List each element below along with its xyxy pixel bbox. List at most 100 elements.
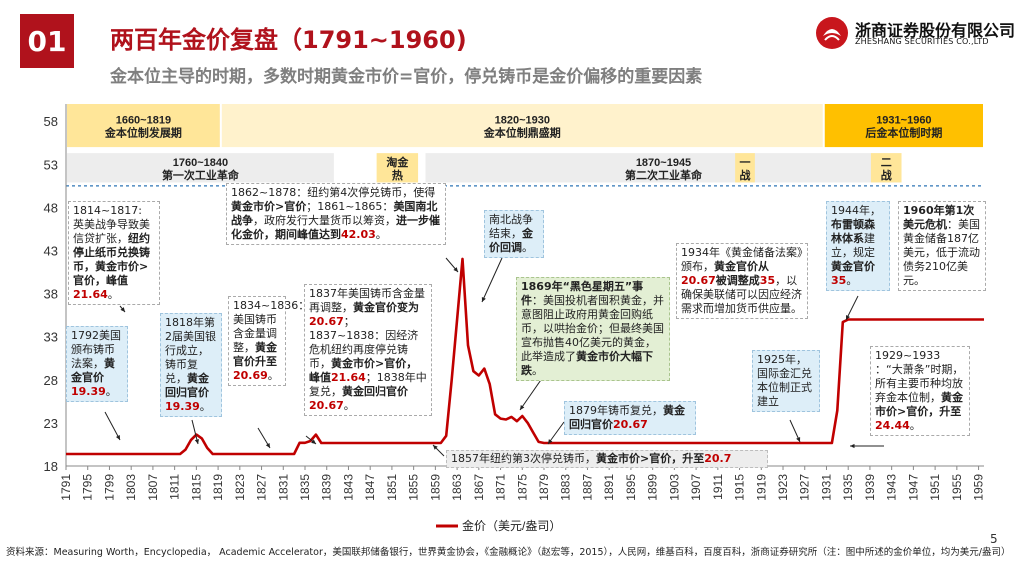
ann-bold: 进一步催化金价，期间峰值达到 [231, 214, 440, 241]
ann-text: 。 [107, 288, 119, 301]
ann-value: 35 [759, 274, 776, 287]
ann-value: 35 [831, 274, 847, 287]
series-line-gold-price [66, 257, 984, 456]
annotation-arrowhead [115, 435, 120, 440]
x-tick-label: 1923 [776, 474, 790, 501]
x-tick-label: 1939 [863, 474, 877, 501]
page-number: 5 [990, 532, 998, 546]
ann-text: ：美国投机者囤积黄金，并意图阻止政府用黄金回购纸币，以哄抬金价；但最终美国宣布抛… [521, 294, 664, 363]
logo-mark-icon [816, 17, 848, 49]
y-tick-label: 48 [44, 200, 58, 215]
ann-bold: 美国南北战争 [231, 200, 438, 227]
x-tick-label: 1911 [711, 474, 725, 500]
ann-text: 1818年第2届美国银行成立，铸币复兑， [165, 316, 216, 385]
section-number-badge: 01 [20, 14, 74, 68]
ann-bold: 黄金市价>官价，升至 [875, 391, 963, 418]
ann-bold: 黄金官价从 [714, 260, 769, 273]
ann-bold: 黄金回归官价 [569, 404, 685, 431]
x-tick-label: 1819 [211, 474, 225, 501]
y-tick-label: 43 [44, 244, 58, 259]
x-tick-label: 1851 [385, 474, 399, 501]
ann-bold: 黄金市价>官价 [231, 200, 307, 213]
annotation-1862: 1862~1878：纽约第4次停兑铸币，使得黄金市价>官价；1861~1865：… [226, 183, 446, 245]
ann-text: ；1838年中复兑， [309, 371, 427, 398]
annotation-arrowhead [311, 439, 316, 444]
annotation-arrowhead [120, 307, 125, 312]
ann-text: 1934年《黄金储备法案》颁布， [681, 246, 803, 273]
ann-text: ；1861~1865： [306, 200, 394, 213]
logo-name-cn: 浙商证券股份有限公司 [855, 21, 1016, 40]
annotation-1837: 1837年美国铸币含金量再调整，黄金官价变为20.67；1837~1838：因经… [304, 284, 432, 416]
ann-text: 建立，规定 [831, 232, 875, 259]
ann-text: 英美战争导致美信贷扩张， [73, 218, 150, 245]
x-tick-label: 1943 [885, 474, 899, 501]
annotation-arrow [481, 257, 503, 303]
era-band [376, 153, 419, 183]
ann-text: 。 [909, 419, 921, 432]
x-tick-label: 1859 [428, 474, 442, 501]
ann-text: 1862~1878：纽约第4次停兑铸币，使得 [231, 186, 436, 199]
ann-text: 1879年铸币复兑， [569, 404, 663, 417]
era-label: 1760~1840 第一次工业革命 [162, 157, 240, 182]
annotation-arrowhead [850, 443, 855, 449]
ann-text: 。 [375, 228, 387, 241]
ann-bold: 黄金市价>官价，峰值 [309, 357, 418, 384]
x-tick-label: 1919 [754, 474, 768, 501]
ann-value: 20.7 [704, 452, 732, 465]
annotation-arrowhead [520, 405, 525, 410]
annotation-arrowhead [548, 439, 553, 444]
ann-text: 。 [199, 400, 211, 413]
x-tick-label: 1795 [81, 474, 95, 501]
ann-value: 42.03 [341, 228, 376, 241]
x-tick-label: 1959 [972, 474, 986, 501]
annotation-arrowhead [796, 437, 801, 442]
ann-text: ，以确保美联储可以因应经济需求而增加货币供应量。 [681, 274, 802, 315]
ann-bold: 黄金官价 [831, 260, 875, 273]
ann-bold: 黄金市价>官价，升至 [596, 452, 705, 465]
ann-text: 1857年纽约第3次停兑铸币， [451, 452, 596, 465]
ann-text: ；1837~1838：因经济危机纽约再度停兑铸币， [309, 315, 419, 370]
era-label: 1660~1819 金本位制发展期 [104, 115, 182, 140]
era-band [425, 153, 902, 183]
ann-value: 20.67 [309, 399, 344, 412]
ann-bold: 布雷顿森林体系 [831, 218, 875, 245]
ann-value: 21.64 [331, 371, 366, 384]
ann-text: 。 [343, 399, 355, 412]
x-tick-label: 1891 [602, 474, 616, 501]
ann-value: 19.39 [165, 400, 200, 413]
x-tick-label: 1955 [950, 474, 964, 501]
annotation-arrowhead [194, 439, 200, 444]
annotation-1814: 1814~1817: 英美战争导致美信贷扩张，纽约停止纸币兑换铸币，黄金市价>官… [68, 201, 160, 305]
era-label: 1931~1960 后金本位制时期 [865, 115, 942, 140]
ann-text: 1944年， [831, 204, 881, 217]
ann-text: 。 [846, 274, 858, 287]
x-tick-label: 1931 [819, 474, 833, 501]
ann-bold: 1869年“黑色星期五”事件 [521, 280, 644, 307]
ann-value: 20.67 [309, 315, 344, 328]
ann-bold: 黄金回归官价 [342, 385, 408, 398]
annotation-arrow [104, 411, 121, 441]
x-tick-label: 1907 [689, 474, 703, 501]
y-tick-label: 23 [44, 416, 58, 431]
era-band [221, 104, 823, 148]
x-tick-label: 1855 [407, 474, 421, 501]
annotation-1792: 1792美国颁布铸币法案，黄金官价19.39。 [66, 326, 128, 402]
x-tick-label: 1927 [798, 474, 812, 501]
annotation-1879: 1879年铸币复兑，黄金回归官价20.67 [564, 401, 696, 435]
source-footnote: 资料来源：Measuring Worth，Encyclopedia， Acade… [6, 547, 1011, 558]
annotation-arrowhead [846, 315, 850, 320]
ann-value: 24.44 [875, 419, 910, 432]
x-tick-label: 1847 [363, 474, 377, 501]
ann-bold: 黄金官价升至 [233, 341, 277, 368]
ann-text: 1814~1817: [73, 204, 142, 217]
ann-bold: 黄金回归官价 [165, 372, 209, 399]
x-tick-label: 1823 [233, 474, 247, 501]
ann-text: 1925年，国际金汇兑本位制正式建立 [757, 353, 812, 408]
annotation-1925: 1925年，国际金汇兑本位制正式建立 [752, 350, 820, 412]
x-tick-label: 1811 [168, 474, 182, 500]
ann-value: 20.69 [233, 369, 268, 382]
ann-value: 20.67 [681, 274, 716, 287]
annotation-1857: 1857年纽约第3次停兑铸币，黄金市价>官价，升至20.7 [446, 450, 768, 468]
ann-bold: 被调整成 [715, 274, 760, 287]
ann-text: 。 [267, 369, 279, 382]
